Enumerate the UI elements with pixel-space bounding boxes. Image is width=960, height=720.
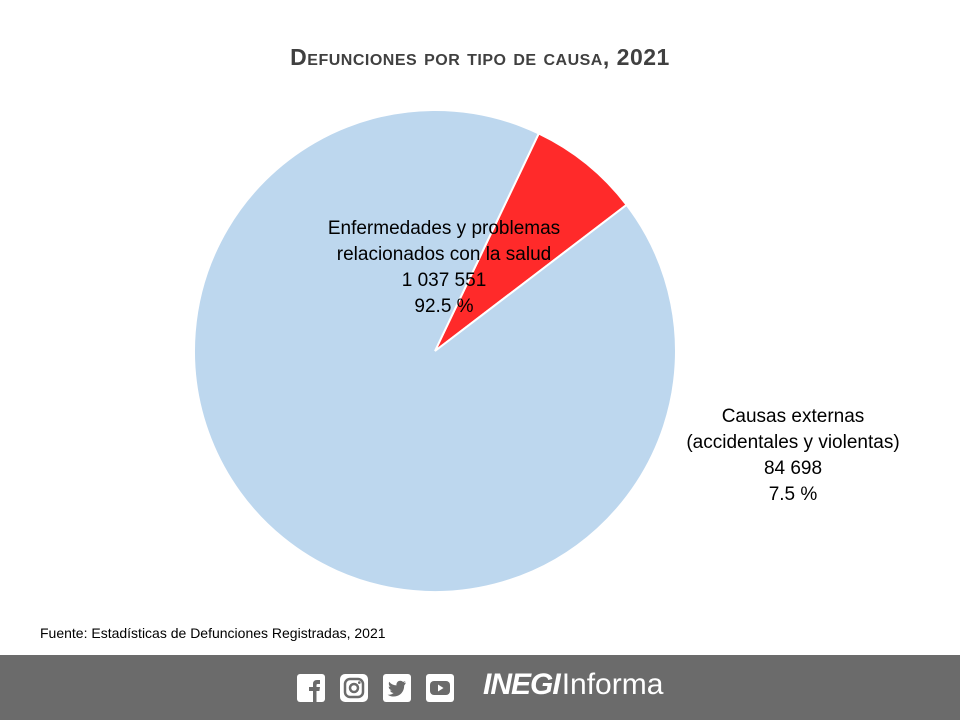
data-label-line: (accidentales y violentas) — [686, 432, 899, 453]
pie-slice-enfermedades — [193, 109, 677, 593]
data-label-line: Causas externas — [722, 406, 865, 427]
facebook-icon[interactable] — [296, 674, 326, 702]
data-label-line: 1 037 551 — [402, 270, 487, 291]
data-label-line: 84 698 — [764, 458, 822, 479]
data-label-line: Enfermedades y problemas — [328, 218, 560, 239]
logo-inegi-text: INEGI — [483, 668, 561, 701]
data-label-line: 7.5 % — [769, 484, 818, 505]
social-icons — [296, 674, 455, 702]
logo-informa-text: Informa — [561, 668, 664, 701]
inegi-informa-logo[interactable]: INEGIInforma — [483, 668, 663, 702]
chart-title: Defunciones por tipo de causa, 2021 — [290, 44, 670, 70]
youtube-icon[interactable] — [425, 674, 455, 702]
pie-slice-causas-externas — [434, 132, 629, 352]
instagram-icon[interactable] — [339, 674, 369, 702]
data-label-line: relacionados con la salud — [337, 244, 551, 265]
source-note: Fuente: Estadísticas de Defunciones Regi… — [40, 625, 386, 641]
data-label-line: 92.5 % — [414, 296, 473, 317]
twitter-icon[interactable] — [382, 674, 412, 702]
data-label-enfermedades: Enfermedades y problemas relacionados con… — [328, 218, 560, 317]
footer-bar: INEGIInforma — [0, 655, 960, 720]
data-label-causas-externas: Causas externas (accidentales y violentas… — [686, 406, 899, 505]
